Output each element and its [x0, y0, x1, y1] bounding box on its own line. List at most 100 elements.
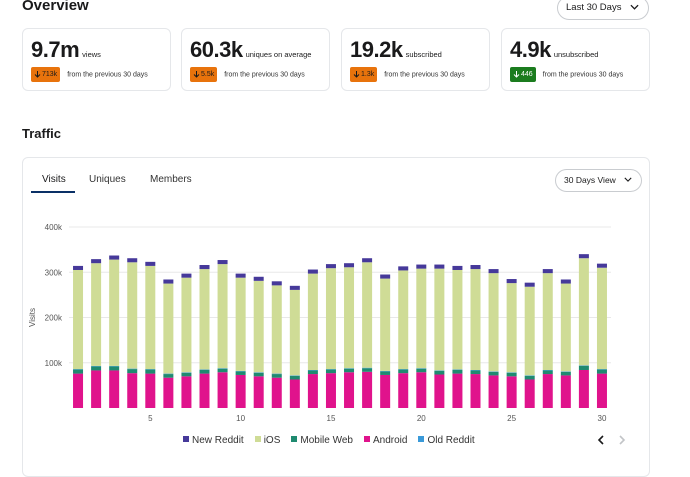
bar-segment [290, 290, 300, 376]
bar-segment [489, 372, 499, 376]
bar-segment [181, 376, 191, 408]
bar-segment [543, 370, 553, 374]
bar-segment [434, 371, 444, 375]
bar-segment [452, 370, 462, 374]
delta-value: 1.3k [361, 71, 374, 78]
bar-segment [127, 369, 137, 373]
bar-segment [272, 378, 282, 408]
bar-segment [398, 270, 408, 369]
bar-segment [344, 372, 354, 408]
bar-segment [236, 278, 246, 371]
legend-item[interactable]: iOS [255, 435, 281, 446]
bar-segment [236, 371, 246, 375]
comparison-text: from the previous 30 days [543, 71, 624, 78]
legend-label: Mobile Web [300, 435, 353, 446]
bar-segment [434, 375, 444, 408]
x-tick-label: 5 [148, 414, 153, 423]
bar-segment [344, 369, 354, 373]
bar-segment [326, 264, 336, 268]
legend-item[interactable]: Mobile Web [291, 435, 353, 446]
bar-segment [525, 376, 535, 380]
bar-segment [362, 368, 372, 372]
bar-segment [91, 263, 101, 366]
legend-label: iOS [264, 435, 281, 446]
bar-segment [127, 258, 137, 262]
bar-segment [326, 370, 336, 374]
bar-segment [91, 259, 101, 263]
bar-segment [308, 274, 318, 370]
delta-value: 713k [42, 71, 57, 78]
bar-segment [272, 281, 282, 285]
bar-segment [109, 260, 119, 366]
bar-segment [452, 270, 462, 370]
bar-segment [200, 370, 210, 374]
bar-segment [398, 370, 408, 374]
bar-segment [200, 269, 210, 369]
y-axis-label: Visits [28, 308, 37, 327]
bar-segment [181, 278, 191, 373]
bar-segment [290, 286, 300, 290]
bar-segment [416, 269, 426, 369]
bar-segment [272, 285, 282, 373]
chart-legend: New Reddit iOS Mobile Web Android Old Reddit [183, 435, 486, 446]
date-range-select[interactable]: Last 30 Days [557, 0, 649, 20]
bar-segment [543, 273, 553, 370]
bar-segment [145, 374, 155, 408]
y-tick-label: 200k [45, 314, 63, 323]
bar-segment [236, 274, 246, 278]
arrow-down-icon [34, 71, 42, 78]
arrow-down-icon [513, 71, 521, 78]
legend-item[interactable]: New Reddit [183, 435, 244, 446]
delta-badge: 5.5k [190, 67, 217, 82]
x-tick-label: 10 [236, 414, 245, 423]
arrow-down-icon [353, 71, 361, 78]
stat-value: 9.7m [31, 37, 79, 62]
stat-label: subscribed [406, 50, 442, 59]
bar-segment [254, 373, 264, 377]
bar-segment [416, 265, 426, 269]
delta-value: 446 [521, 71, 533, 78]
x-tick-label: 30 [598, 414, 607, 423]
arrow-down-icon [193, 71, 201, 78]
legend-item[interactable]: Old Reddit [418, 435, 474, 446]
chevron-right-icon[interactable] [618, 434, 626, 448]
bar-segment [507, 279, 517, 283]
bar-segment [272, 374, 282, 378]
y-tick-label: 400k [45, 223, 63, 232]
legend-label: New Reddit [192, 435, 244, 446]
bar-segment [73, 370, 83, 374]
bar-segment [308, 370, 318, 374]
bar-segment [109, 256, 119, 260]
bar-segment [380, 371, 390, 375]
bar-segment [471, 269, 481, 370]
chevron-left-icon[interactable] [597, 434, 605, 448]
legend-label: Old Reddit [427, 435, 474, 446]
bar-segment [597, 264, 607, 268]
legend-item[interactable]: Android [364, 435, 407, 446]
bar-segment [597, 374, 607, 408]
bar-segment [507, 376, 517, 408]
legend-swatch [183, 436, 189, 442]
stat-value: 4.9k [510, 37, 551, 62]
bar-segment [73, 374, 83, 408]
bar-segment [579, 254, 589, 258]
bar-segment [344, 263, 354, 267]
bar-segment [579, 370, 589, 408]
bar-segment [73, 266, 83, 270]
bar-segment [218, 264, 228, 368]
bar-segment [145, 262, 155, 266]
bar-segment [507, 283, 517, 372]
bar-segment [507, 373, 517, 377]
bar-segment [434, 269, 444, 371]
chevron-down-icon [630, 4, 639, 10]
bar-segment [452, 374, 462, 408]
bar-segment [434, 265, 444, 269]
bar-segment [91, 370, 101, 408]
bar-segment [561, 284, 571, 372]
comparison-text: from the previous 30 days [67, 71, 148, 78]
stat-value: 60.3k [190, 37, 243, 62]
bar-segment [579, 258, 589, 365]
